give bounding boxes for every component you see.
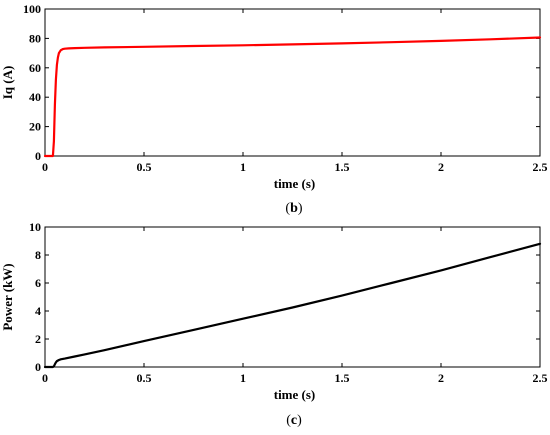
plot-frame	[44, 8, 541, 157]
y-tick-label: 60	[29, 61, 41, 75]
x-axis-label: time (s)	[274, 176, 316, 191]
x-tick-label: 1	[240, 160, 246, 174]
y-tick-label: 6	[35, 276, 41, 290]
x-tick-label: 0	[42, 160, 48, 174]
y-tick-label: 0	[35, 149, 41, 163]
y-tick-label: 10	[29, 220, 41, 234]
y-tick-label: 0	[35, 360, 41, 374]
series-line-power	[43, 242, 542, 369]
panel-c-label: (c)	[286, 413, 302, 428]
y-tick-label: 4	[35, 304, 41, 318]
x-tick-label: 2	[438, 160, 444, 174]
y-tick-label: 8	[35, 248, 41, 262]
panel-c-label-open: (	[286, 413, 291, 428]
x-tick-label: 1.5	[335, 160, 350, 174]
panel-b-label-close: )	[298, 201, 303, 216]
chart-panel-b: (b) 0 0.5 1 1.5 2 2.5 0 20 40 60 80 100 time (s) Iq (…	[0, 2, 548, 216]
x-tick-label: 0.5	[137, 160, 152, 174]
y-tick-label: 80	[29, 31, 41, 45]
y-axis-label: Power (kW)	[0, 263, 15, 330]
x-tick-label: 0	[42, 371, 48, 385]
x-tick-label: 2.5	[533, 371, 548, 385]
panel-c-label-close: )	[297, 413, 302, 428]
chart-panel-c: (c) 0 0.5 1 1.5 2 2.5 0 2 4 6 8 10 time (s) Power (kW…	[0, 220, 548, 428]
panel-b-label-open: (	[285, 201, 290, 216]
x-axis-label: time (s)	[274, 387, 316, 402]
y-tick-label: 100	[23, 2, 41, 16]
plot-frame	[44, 226, 541, 368]
x-tick-label: 2.5	[533, 160, 548, 174]
panel-b-label: (b)	[285, 201, 302, 216]
panel-b-label-letter: b	[290, 201, 298, 216]
y-tick-label: 2	[35, 332, 41, 346]
series-line-iq	[43, 36, 542, 158]
y-tick-label: 40	[29, 90, 41, 104]
panel-c-label-letter: c	[291, 413, 297, 428]
x-tick-label: 0.5	[137, 371, 152, 385]
x-tick-label: 1.5	[335, 371, 350, 385]
x-tick-label: 1	[240, 371, 246, 385]
y-tick-label: 20	[29, 120, 41, 134]
x-tick-label: 2	[438, 371, 444, 385]
y-axis-label: Iq (A)	[0, 66, 15, 100]
